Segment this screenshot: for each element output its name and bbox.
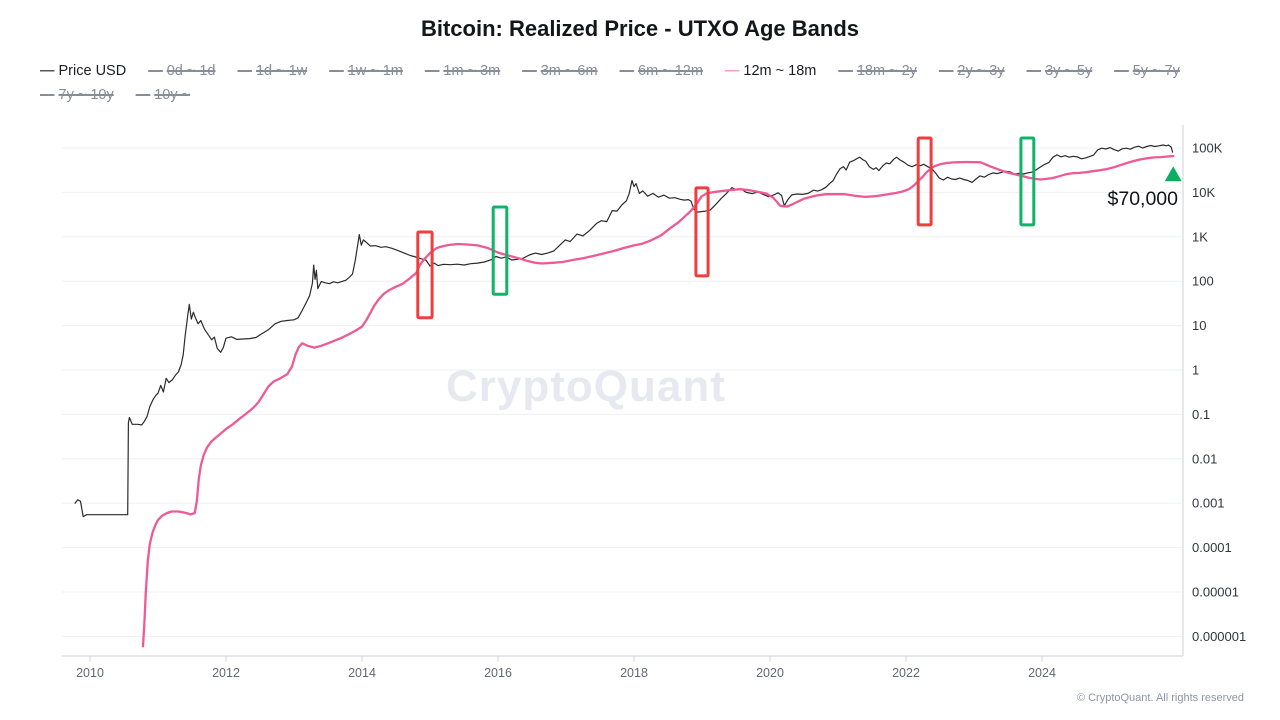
legend-dash-icon: — (40, 63, 55, 79)
y-tick-label: 1K (1192, 229, 1208, 244)
x-tick-label: 2024 (1028, 666, 1056, 680)
legend-dash-icon: — (40, 87, 55, 103)
signal-box-green (491, 205, 509, 296)
copyright-note: © CryptoQuant. All rights reserved (1076, 692, 1244, 704)
legend-item-1w-1m[interactable]: —1w ~ 1m (329, 63, 403, 80)
signal-box-red (416, 230, 434, 320)
y-tick-label: 100 (1192, 274, 1214, 289)
y-tick-label: 0.000001 (1192, 629, 1246, 644)
legend-item-18m-2y[interactable]: —18m ~ 2y (838, 63, 917, 80)
legend-item-label: 10y ~ (154, 87, 191, 103)
legend-dash-icon: — (135, 87, 151, 103)
price-marker-triangle-icon (1164, 166, 1182, 182)
legend-item-label: 3y ~ 5y (1045, 63, 1093, 79)
legend-item-price-usd[interactable]: — Price USD (40, 63, 126, 80)
x-tick-label: 2014 (348, 666, 376, 680)
x-tick-label: 2020 (756, 666, 784, 680)
legend-item-label: Price USD (58, 63, 127, 79)
signal-box-green (1019, 136, 1036, 227)
legend-item-label: 1d ~ 1w (255, 63, 308, 79)
legend-item-12m-18m[interactable]: —12m ~ 18m (725, 63, 816, 80)
legend-dash-icon: — (1026, 63, 1042, 79)
legend-item-5y-7y[interactable]: —5y ~ 7y (1114, 63, 1180, 80)
legend-item-7y-10y[interactable]: —7y ~ 10y (40, 87, 114, 104)
legend-dash-icon: — (1114, 63, 1129, 79)
y-tick-label: 0.1 (1192, 407, 1210, 422)
legend-item-3y-5y[interactable]: —3y ~ 5y (1027, 63, 1093, 80)
x-tick-label: 2010 (76, 666, 104, 680)
legend-item-1m-3m[interactable]: —1m ~ 3m (425, 63, 500, 80)
x-tick-label: 2016 (484, 666, 512, 680)
legend-dash-icon: — (329, 63, 344, 79)
legend-item-label: 6m ~ 12m (638, 63, 703, 79)
legend-item-label: 7y ~ 10y (58, 87, 114, 103)
legend-dash-icon: — (619, 63, 635, 79)
legend-item-label: 18m ~ 2y (856, 63, 917, 79)
legend-dash-icon: — (838, 63, 853, 79)
legend-item-label: 0d ~ 1d (166, 63, 216, 79)
page-title: Bitcoin: Realized Price - UTXO Age Bands (420, 16, 860, 41)
legend-item-3m-6m[interactable]: —3m ~ 6m (522, 63, 597, 80)
legend-item-10y[interactable]: —10y ~ (136, 87, 190, 104)
legend-item-0d-1d[interactable]: —0d ~ 1d (148, 63, 215, 80)
legend: — Price USD —0d ~ 1d —1d ~ 1w —1w ~ 1m —1m ~ … (40, 63, 1272, 104)
legend-dash-icon: — (237, 63, 252, 79)
x-tick-label: 2012 (212, 666, 240, 680)
legend-item-label: 1w ~ 1m (347, 63, 403, 79)
y-tick-label: 0.01 (1192, 451, 1217, 466)
y-tick-label: 0.0001 (1192, 540, 1232, 555)
legend-dash-icon: — (424, 63, 440, 79)
legend-item-2y-3y[interactable]: —2y ~ 3y (939, 63, 1005, 80)
utxo-band-line (141, 154, 1175, 648)
legend-dash-icon: — (938, 63, 954, 79)
y-tick-label: 0.00001 (1192, 585, 1239, 600)
price-marker-label: $70,000 (1107, 188, 1179, 210)
legend-item-label: 1m ~ 3m (443, 63, 501, 79)
legend-item-label: 5y ~ 7y (1132, 63, 1180, 79)
price-usd-line (74, 144, 1174, 518)
x-tick-label: 2022 (892, 666, 920, 680)
legend-dash-icon: — (148, 63, 163, 79)
legend-item-label: 12m ~ 18m (743, 63, 817, 79)
signal-box-red (694, 186, 710, 278)
y-tick-label: 10K (1192, 185, 1215, 200)
legend-item-1d-1w[interactable]: —1d ~ 1w (237, 63, 307, 80)
legend-item-label: 3m ~ 6m (540, 63, 598, 79)
legend-item-6m-12m[interactable]: —6m ~ 12m (620, 63, 703, 80)
y-tick-label: 100K (1192, 141, 1223, 156)
y-tick-label: 10 (1192, 318, 1206, 333)
signal-box-red (916, 136, 933, 227)
y-tick-label: 1 (1192, 363, 1199, 378)
legend-item-label: 2y ~ 3y (957, 63, 1005, 79)
x-tick-label: 2018 (620, 666, 648, 680)
legend-dash-icon: — (522, 63, 537, 79)
y-tick-label: 0.001 (1192, 496, 1225, 511)
legend-dash-icon: — (724, 63, 740, 79)
